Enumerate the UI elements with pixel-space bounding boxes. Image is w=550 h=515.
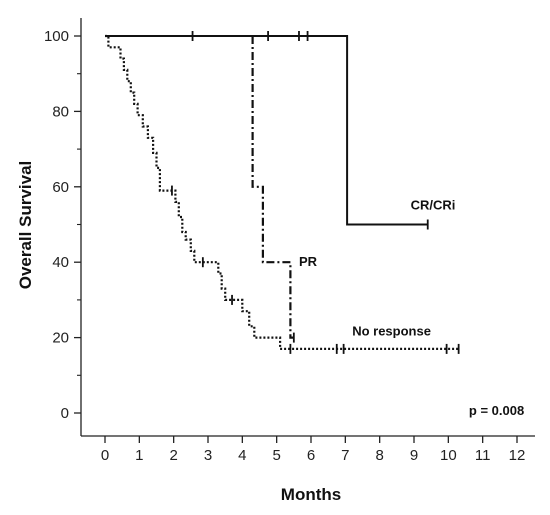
x-tick-label: 1	[135, 447, 143, 464]
x-tick-label: 4	[238, 447, 246, 464]
x-tick-label: 8	[375, 447, 383, 464]
annotations: CR/CRi PR No response p = 0.008	[299, 197, 524, 417]
x-tick-label: 6	[307, 447, 315, 464]
annotation-label: CR/CRi	[411, 197, 456, 212]
series-line-2	[105, 34, 459, 350]
x-tick-label: 0	[101, 447, 109, 464]
y-axis-title: Overall Survival	[16, 161, 35, 290]
x-tick-label: 11	[475, 447, 491, 464]
x-tick-label: 9	[410, 447, 418, 464]
y-tick-label: 40	[52, 254, 69, 271]
annotation-label: p = 0.008	[469, 403, 524, 418]
x-tick-label: 7	[341, 447, 349, 464]
x-tick-label: 5	[272, 447, 280, 464]
x-axis-title: Months	[281, 485, 341, 504]
y-tick-label: 0	[61, 405, 69, 422]
x-tick-label: 12	[509, 447, 526, 464]
series-layer	[105, 31, 460, 354]
x-tick-label: 3	[204, 447, 212, 464]
y-tick-label: 80	[52, 103, 69, 120]
annotation-label: PR	[299, 254, 318, 269]
annotation-label: No response	[352, 324, 431, 339]
y-tick-label: 60	[52, 179, 69, 196]
axes	[80, 18, 535, 437]
y-tick-label: 100	[44, 28, 69, 45]
series-line-1	[251, 36, 294, 339]
series-line-0	[105, 35, 428, 226]
x-tick-label: 10	[440, 447, 457, 464]
x-tick-label: 2	[169, 447, 177, 464]
y-tick-label: 20	[52, 330, 69, 347]
